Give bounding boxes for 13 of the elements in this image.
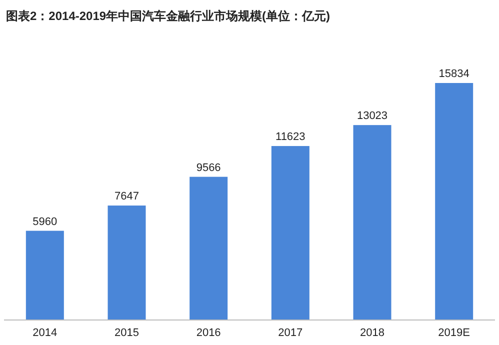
data-label: 13023 xyxy=(356,110,388,122)
data-label: 9566 xyxy=(196,162,221,174)
data-label: 7647 xyxy=(114,190,139,203)
data-label: 5960 xyxy=(32,216,58,228)
x-tick-label: 2014 xyxy=(32,327,58,339)
data-label: 11623 xyxy=(276,131,306,144)
x-tick-label: 2018 xyxy=(360,327,384,339)
x-tick-label: 2015 xyxy=(114,327,139,339)
chart-title: 图表2：2014-2019年中国汽车金融行业市场规模(单位：亿元) xyxy=(6,9,330,23)
data-label: 15834 xyxy=(438,68,470,80)
x-tick-label: 2019E xyxy=(438,327,470,339)
x-tick-label: 2016 xyxy=(196,327,221,339)
x-tick-label: 2017 xyxy=(278,327,303,339)
